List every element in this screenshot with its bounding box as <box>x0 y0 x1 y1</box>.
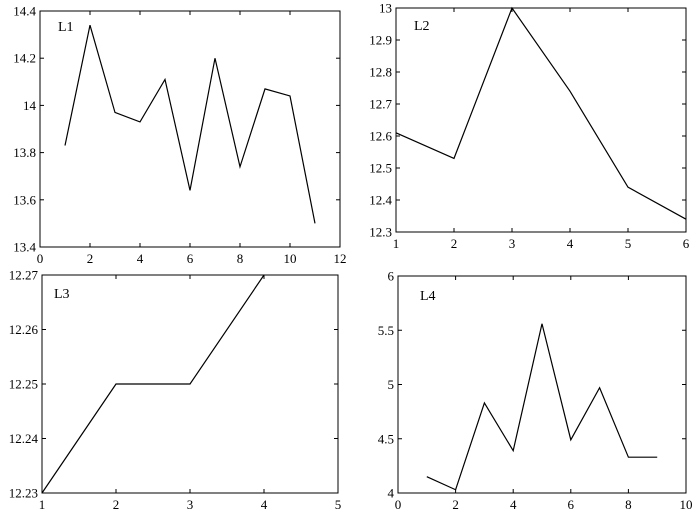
panel-4-xtick-label: 4 <box>510 497 517 512</box>
panel-3-xtick-label: 4 <box>261 497 268 512</box>
panel-1-ytick-label: 14.4 <box>13 4 36 19</box>
panel-2-xtick-label: 4 <box>567 236 574 251</box>
panel-4-xtick-label: 6 <box>568 497 575 512</box>
panel-1-series-line <box>64 24 316 224</box>
panel-2-xtick-label: 3 <box>509 236 516 251</box>
panel-1-xtick-label: 0 <box>37 251 44 266</box>
panel-3-xtick-label: 5 <box>335 497 342 512</box>
panel-3-ytick-label: 12.24 <box>9 431 39 446</box>
panel-2-xtick-label: 5 <box>625 236 632 251</box>
panel-1-ytick-label: 14.2 <box>13 51 36 66</box>
panel-2-ytick-label: 12.8 <box>369 65 392 80</box>
panel-3-xtick-label: 2 <box>113 497 120 512</box>
panel-2-label: L2 <box>414 19 430 34</box>
panel-4-ytick-label: 5.5 <box>378 323 394 338</box>
panel-2-series-line <box>395 6 687 220</box>
panel-1-xtick-label: 4 <box>137 251 144 266</box>
panel-2-ytick-label: 12.5 <box>369 161 392 176</box>
panel-2-ytick-label: 12.3 <box>369 225 392 240</box>
panel-2-xtick-label: 2 <box>451 236 458 251</box>
panel-2-frame <box>395 7 687 233</box>
panel-1-xtick-label: 8 <box>237 251 244 266</box>
panel-2-ytick-label: 12.9 <box>369 33 392 48</box>
panel-4-xtick-label: 8 <box>625 497 632 512</box>
panel-4-ytick-label: 4.5 <box>378 431 394 446</box>
panel-1-xtick-label: 2 <box>87 251 94 266</box>
panel-3-series-line <box>41 274 265 494</box>
panel-2-ytick-label: 12.7 <box>369 97 392 112</box>
panel-4-xtick-label: 10 <box>680 497 693 512</box>
panel-4-xtick-label: 0 <box>395 497 402 512</box>
panel-4-xtick-label: 2 <box>452 497 459 512</box>
panel-3-label: L3 <box>54 287 70 302</box>
panel-3-xtick-label: 1 <box>39 497 46 512</box>
panel-1-ytick-label: 13.6 <box>13 192 36 207</box>
panel-4-ytick-label: 5 <box>388 377 395 392</box>
panel-1-xtick-label: 10 <box>284 251 297 266</box>
panel-4-ytick-label: 6 <box>388 269 395 284</box>
panel-3-ytick-label: 12.26 <box>9 322 39 337</box>
panel-2-ytick-label: 12.4 <box>369 193 392 208</box>
panel-4-ytick-label: 4 <box>388 486 395 501</box>
panel-3-ytick-label: 12.23 <box>9 486 38 501</box>
panel-2-ytick-label: 13 <box>379 1 392 16</box>
panel-3-xtick-label: 3 <box>187 497 194 512</box>
panel-4-label: L4 <box>420 289 436 304</box>
panel-1-ytick-label: 13.8 <box>13 145 36 160</box>
panel-1-ytick-label: 13.4 <box>13 240 36 255</box>
panel-1-ytick-label: 14 <box>23 98 37 113</box>
panel-3-ytick-label: 12.27 <box>9 268 39 283</box>
panel-3-ytick-label: 12.25 <box>9 377 38 392</box>
panel-4-series-line <box>426 323 658 491</box>
panel-1-xtick-label: 12 <box>334 251 347 266</box>
panel-4-frame <box>397 275 687 494</box>
panel-2-xtick-label: 1 <box>393 236 400 251</box>
panel-1-xtick-label: 6 <box>187 251 194 266</box>
panel-2-xtick-label: 6 <box>683 236 690 251</box>
panel-2-ytick-label: 12.6 <box>369 129 392 144</box>
panel-1-label: L1 <box>58 20 74 35</box>
